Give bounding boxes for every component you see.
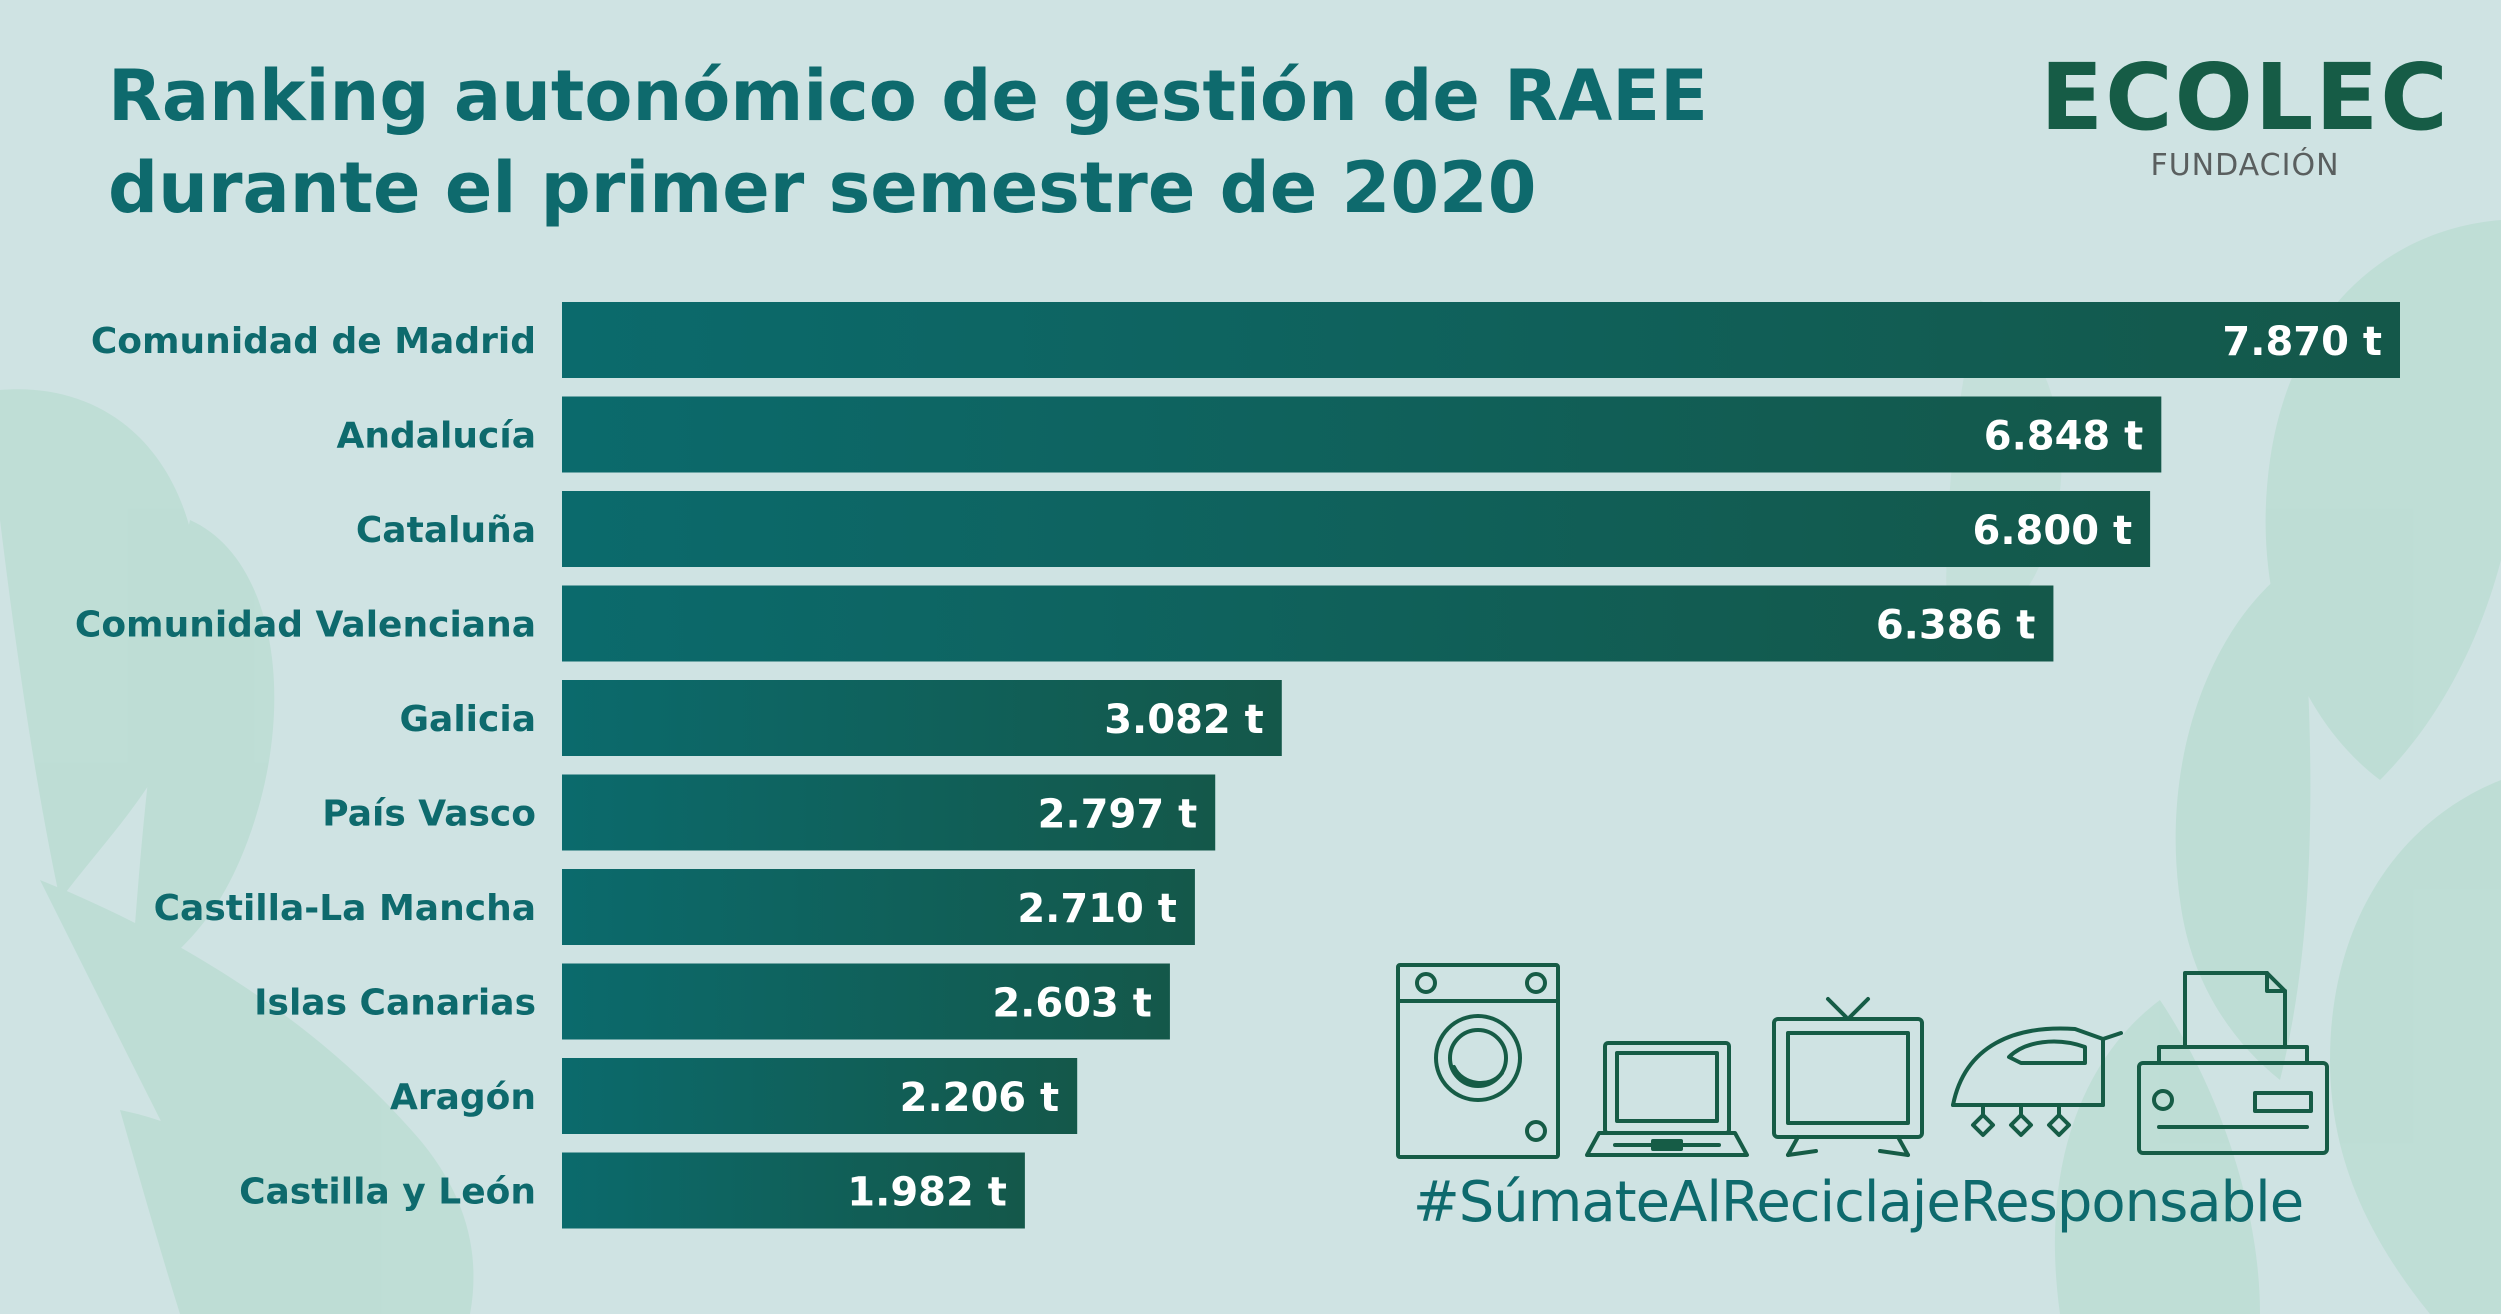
- bar: [562, 1058, 1078, 1134]
- bar: [562, 869, 1195, 945]
- page-title: Ranking autonómico de gestión de RAEE du…: [108, 50, 1708, 234]
- laptop-icon: [1585, 1041, 1749, 1157]
- bar: [562, 396, 2162, 473]
- value-label: 2.206 t: [900, 1075, 1060, 1121]
- value-label: 3.082 t: [1104, 697, 1264, 743]
- value-label: 6.386 t: [1876, 603, 2036, 649]
- bar: [562, 302, 2400, 378]
- value-label: 7.870 t: [2222, 319, 2382, 365]
- category-label: Islas Canarias: [254, 983, 536, 1024]
- value-label: 2.710 t: [1017, 886, 1177, 932]
- category-label: Castilla y León: [239, 1172, 536, 1213]
- washing-machine-icon: [1396, 963, 1560, 1159]
- value-label: 2.603 t: [992, 981, 1152, 1027]
- title-line-1: Ranking autonómico de gestión de RAEE: [108, 55, 1708, 137]
- category-label: Galicia: [400, 699, 537, 740]
- value-label: 2.797 t: [1038, 792, 1198, 838]
- ecolec-logo: ECOLEC FUNDACIÓN: [2040, 48, 2450, 198]
- bar: [562, 1152, 1025, 1229]
- category-label: Comunidad Valenciana: [75, 605, 536, 646]
- value-label: 6.800 t: [1973, 508, 2133, 554]
- logo-subtitle: FUNDACIÓN: [2150, 148, 2340, 183]
- bar: [562, 774, 1216, 851]
- bar: [562, 491, 2151, 567]
- iron-icon: [1951, 1026, 2123, 1137]
- category-label: Comunidad de Madrid: [91, 321, 536, 362]
- title-line-2: durante el primer semestre de 2020: [108, 147, 1537, 229]
- bar: [562, 963, 1170, 1040]
- printer-icon: [2137, 971, 2329, 1155]
- category-label: Cataluña: [356, 510, 536, 551]
- appliance-icons: [1396, 963, 2329, 1159]
- value-label: 6.848 t: [1984, 414, 2144, 460]
- category-label: Aragón: [390, 1077, 536, 1118]
- bar: [562, 680, 1282, 756]
- category-label: País Vasco: [322, 794, 536, 835]
- bar: [562, 585, 2054, 662]
- category-label: Andalucía: [337, 416, 537, 457]
- bars-group: Comunidad de Madrid 7.870 t Andalucía 6.848…: [75, 302, 2400, 1229]
- value-label: 1.982 t: [847, 1170, 1007, 1216]
- hashtag: #SúmateAlReciclajeResponsable: [1412, 1170, 2304, 1235]
- television-icon: [1772, 997, 1924, 1157]
- category-label: Castilla-La Mancha: [154, 888, 536, 929]
- logo-wordmark: ECOLEC: [2040, 44, 2450, 151]
